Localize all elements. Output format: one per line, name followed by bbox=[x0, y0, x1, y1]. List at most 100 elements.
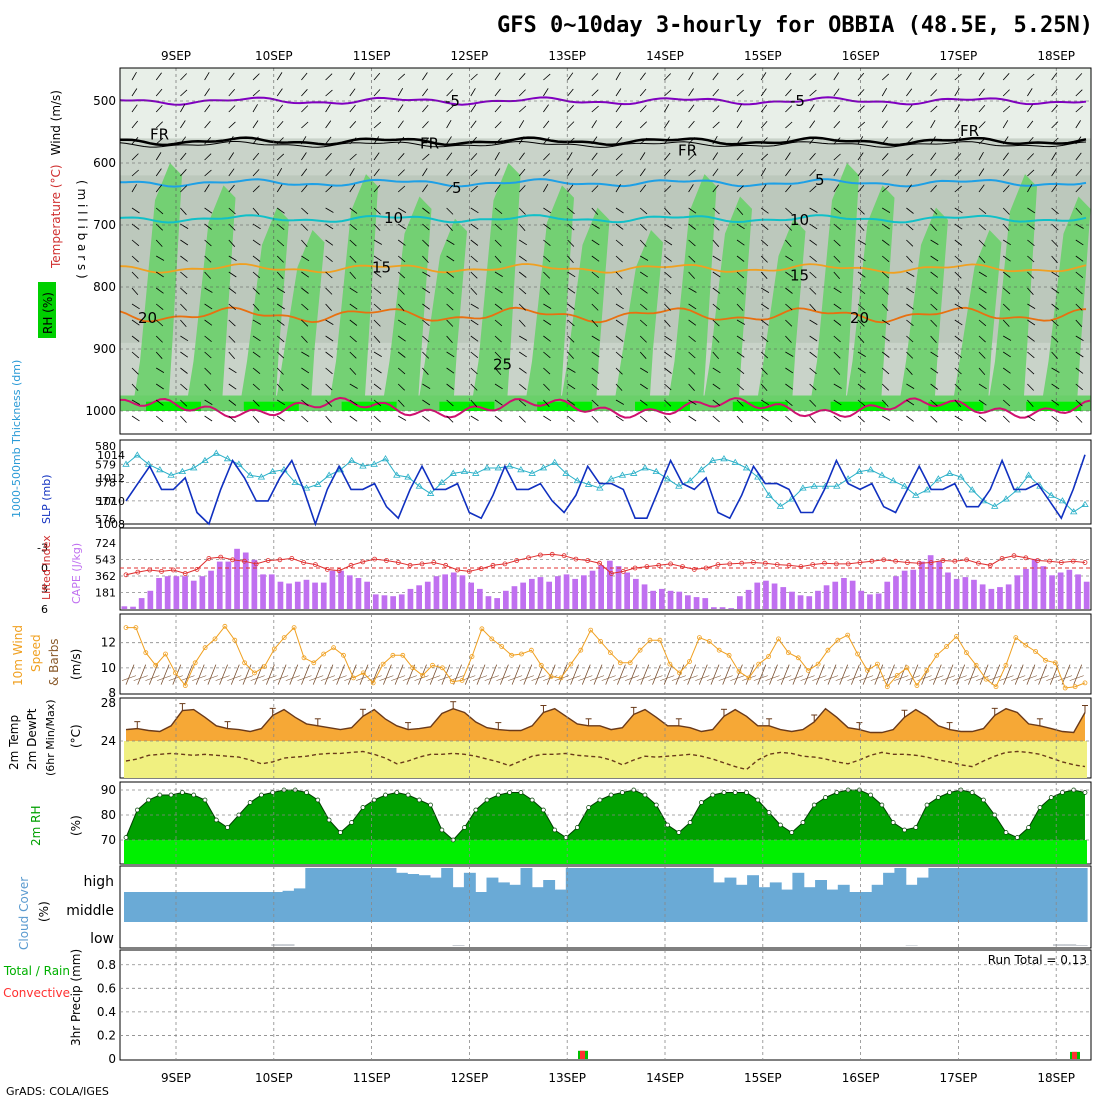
lifted-index-point bbox=[762, 560, 768, 566]
cloud-bar-middle bbox=[237, 892, 250, 922]
thickness-point bbox=[415, 482, 424, 489]
wind-barb bbox=[543, 207, 552, 214]
wind-barb bbox=[349, 121, 357, 129]
wind-barb bbox=[639, 367, 649, 373]
cape-bar bbox=[979, 584, 986, 609]
wind10m-barb-flag bbox=[250, 675, 265, 681]
wind-barb bbox=[664, 319, 671, 328]
lifted-index-point bbox=[739, 560, 745, 566]
wind-barb bbox=[833, 303, 842, 310]
wind-barb bbox=[252, 120, 259, 129]
wind-barb bbox=[470, 207, 479, 214]
wind-barb bbox=[615, 88, 622, 97]
lifted-index-point bbox=[715, 562, 721, 567]
rh2m-point bbox=[157, 792, 163, 798]
wind-barb bbox=[373, 184, 381, 193]
cloud-bar-middle bbox=[701, 892, 714, 922]
wind-barb bbox=[1051, 399, 1060, 406]
wind-barb bbox=[1075, 105, 1083, 113]
wind10m-point bbox=[123, 625, 129, 630]
wind-barb bbox=[954, 120, 961, 129]
thickness-point bbox=[731, 458, 739, 465]
wind10m-barb bbox=[266, 664, 275, 685]
cloud-bar-high bbox=[497, 882, 510, 892]
cloud-bar-high bbox=[792, 872, 805, 892]
lifted-index-point bbox=[502, 561, 508, 567]
wind-barb bbox=[543, 169, 551, 177]
wind10m-point bbox=[934, 652, 940, 658]
thickness-point bbox=[799, 484, 807, 491]
lifted-index-point bbox=[656, 562, 662, 568]
cape-bar bbox=[468, 582, 474, 609]
wind-barb bbox=[712, 105, 720, 113]
lifted-index-point bbox=[360, 559, 366, 565]
wind-barb bbox=[180, 185, 188, 193]
cloud-bar-middle bbox=[667, 892, 680, 922]
wind10m-barb bbox=[277, 664, 287, 685]
wind-barb bbox=[131, 415, 140, 422]
wind-barb bbox=[760, 415, 769, 422]
wind10m-barb-flag bbox=[648, 675, 663, 681]
wind-barb bbox=[906, 335, 914, 343]
rh2m-point bbox=[1003, 830, 1009, 835]
lifted-index-point bbox=[478, 566, 484, 572]
wind-barb bbox=[712, 184, 719, 193]
lifted-index-point bbox=[538, 552, 543, 558]
lifted-index-point bbox=[514, 558, 520, 563]
cloud-bar-high bbox=[350, 868, 363, 892]
cloud-bar-middle bbox=[509, 892, 522, 922]
lifted-index-point bbox=[407, 562, 413, 568]
wind-barb bbox=[833, 399, 842, 406]
lifted-index-point bbox=[869, 558, 875, 564]
wind10m-barb-flag bbox=[578, 675, 593, 681]
thickness-point bbox=[855, 467, 864, 475]
rh2m-point bbox=[868, 792, 873, 798]
run-total-label: Run Total = 0.13 bbox=[988, 953, 1087, 967]
lifted-index-point bbox=[123, 572, 129, 578]
wind-barb bbox=[373, 207, 381, 215]
lifted-index-point bbox=[952, 558, 958, 564]
thickness-point bbox=[302, 484, 311, 491]
lifted-index-point bbox=[241, 558, 247, 564]
wind-barb bbox=[276, 303, 285, 310]
cloud-bar-high bbox=[554, 889, 567, 892]
wind-barb bbox=[857, 287, 866, 295]
wind-barb bbox=[833, 415, 842, 422]
lifted-index-point bbox=[289, 556, 295, 561]
date-label: 15SEP bbox=[744, 49, 782, 63]
cloud-bar-high bbox=[747, 875, 759, 892]
lifted-index-tick: 6 bbox=[41, 603, 48, 616]
cape-bar bbox=[945, 572, 951, 609]
cloud-bar-middle bbox=[146, 892, 159, 922]
wind-barb bbox=[252, 73, 260, 81]
wind-barb bbox=[155, 351, 163, 359]
wind-barb bbox=[712, 223, 720, 231]
wind-barb bbox=[591, 152, 598, 161]
wind-barb bbox=[639, 207, 648, 215]
cape-bar bbox=[867, 594, 873, 609]
wind10m-barb-flag bbox=[964, 675, 979, 681]
wind-barb bbox=[639, 271, 648, 278]
wind10m-point bbox=[558, 675, 564, 681]
wind-barb bbox=[252, 271, 261, 279]
wind-barb bbox=[930, 383, 938, 390]
wind-barb bbox=[809, 399, 817, 407]
wind10m-point bbox=[420, 673, 426, 678]
wind-barb bbox=[881, 169, 889, 177]
cape-tick: 362 bbox=[95, 570, 116, 583]
wind-barb bbox=[785, 367, 794, 374]
wind-barb bbox=[276, 184, 283, 193]
wind-barb bbox=[204, 303, 213, 310]
wind-barb bbox=[397, 255, 406, 263]
precip-convective-bar bbox=[1072, 1051, 1077, 1059]
thickness-point bbox=[359, 462, 367, 469]
wind-barb bbox=[639, 351, 647, 359]
lifted-index-point bbox=[585, 558, 591, 563]
precip-convective-label: Convective bbox=[3, 986, 70, 1000]
wind-barb bbox=[349, 351, 357, 359]
wind-barb bbox=[809, 152, 816, 161]
wind-barb bbox=[301, 319, 309, 327]
wind-barb bbox=[930, 351, 939, 358]
wind-barb bbox=[954, 399, 962, 407]
